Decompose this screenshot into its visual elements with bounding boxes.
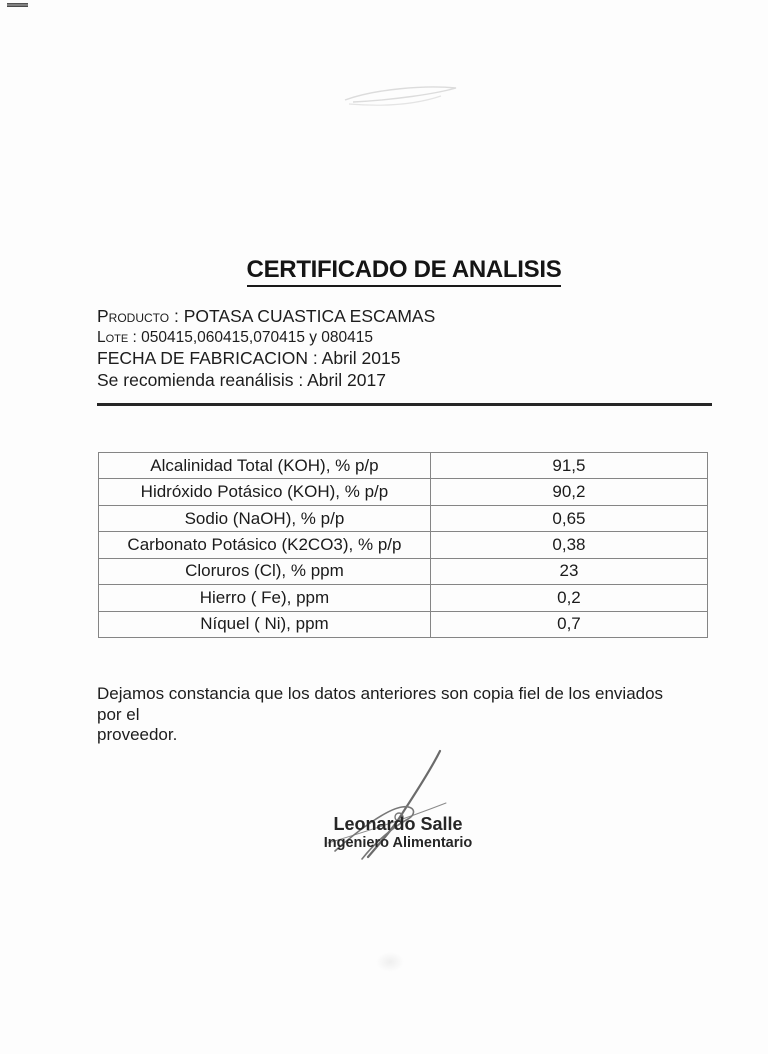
product-value: POTASA CUASTICA ESCAMAS: [183, 306, 436, 326]
fabrication-value: Abril 2015: [321, 348, 401, 368]
value-cell: 0,2: [429, 584, 709, 612]
value-cell: 90,2: [429, 478, 709, 506]
product-info-block: Producto : POTASA CUASTICA ESCAMAS Lote …: [97, 305, 435, 391]
product-separator: :: [169, 306, 184, 326]
scan-artifact-smudge: [376, 952, 404, 972]
reanalysis-label: Se recomienda reanálisis: [97, 370, 294, 390]
reanalysis-value: Abril 2017: [307, 370, 386, 390]
value-cell: 0,38: [429, 531, 709, 559]
parameter-cell: Níquel ( Ni), ppm: [98, 610, 431, 639]
handwritten-signature: [327, 749, 447, 860]
reanalysis-separator: :: [293, 370, 308, 390]
parameter-cell: Cloruros (Cl), % ppm: [98, 557, 431, 586]
table-row: Carbonato Potásico (K2CO3), % p/p 0,38: [98, 531, 709, 559]
fabrication-label: FECHA DE FABRICACION: [97, 348, 309, 368]
scan-artifact-corner-dash: [7, 3, 28, 7]
statement-line: proveedor.: [97, 725, 178, 744]
value-cell: 23: [429, 557, 709, 586]
lot-separator: :: [128, 329, 142, 346]
reanalysis-line: Se recomienda reanálisis : Abril 2017: [97, 369, 435, 391]
value-cell: 0,7: [429, 610, 709, 639]
statement-line: Dejamos constancia que los datos anterio…: [97, 684, 664, 724]
table-row: Hidróxido Potásico (KOH), % p/p 90,2: [98, 478, 709, 506]
scan-artifact-faint-scribble: [344, 86, 457, 106]
certificate-header: CERTIFICADO DE ANALISIS: [0, 256, 768, 287]
fabrication-date-line: FECHA DE FABRICACION : Abril 2015: [97, 348, 435, 369]
parameter-cell: Hierro ( Fe), ppm: [98, 584, 431, 612]
parameter-cell: Hidróxido Potásico (KOH), % p/p: [98, 478, 431, 506]
table-row: Cloruros (Cl), % ppm 23: [98, 557, 709, 586]
table-row: Níquel ( Ni), ppm 0,7: [98, 610, 709, 639]
signer-block: Leonardo Salle Ingeniero Alimentario: [298, 814, 498, 852]
lot-line: Lote : 050415,060415,070415 y 080415: [97, 327, 435, 348]
product-label: Producto: [97, 306, 170, 326]
parameter-cell: Carbonato Potásico (K2CO3), % p/p: [98, 531, 431, 559]
table-row: Alcalinidad Total (KOH), % p/p 91,5: [98, 451, 709, 480]
table-row: Hierro ( Fe), ppm 0,2: [98, 584, 709, 612]
analysis-results-table: Alcalinidad Total (KOH), % p/p 91,5 Hidr…: [98, 451, 709, 639]
lot-value: 050415,060415,070415 y 080415: [141, 329, 374, 346]
fabrication-separator: :: [308, 348, 322, 368]
page-title: CERTIFICADO DE ANALISIS: [246, 256, 562, 287]
parameter-cell: Sodio (NaOH), % p/p: [98, 504, 431, 533]
signer-name: Leonardo Salle: [333, 814, 463, 834]
signer-title: Ingeniero Alimentario: [323, 835, 473, 851]
product-line: Producto : POTASA CUASTICA ESCAMAS: [97, 305, 435, 327]
value-cell: 0,65: [429, 504, 709, 533]
lot-label: Lote: [97, 329, 129, 346]
statement-paragraph: Dejamos constancia que los datos anterio…: [97, 684, 677, 746]
value-cell: 91,5: [429, 451, 709, 480]
header-divider-rule: [97, 403, 712, 406]
parameter-cell: Alcalinidad Total (KOH), % p/p: [98, 451, 431, 480]
table-row: Sodio (NaOH), % p/p 0,65: [98, 504, 709, 533]
